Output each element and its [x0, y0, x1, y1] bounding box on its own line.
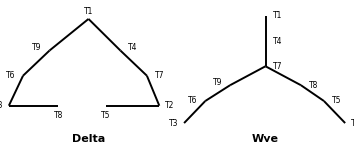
Text: T8: T8	[54, 111, 63, 120]
Text: T7: T7	[155, 71, 164, 80]
Text: T3: T3	[0, 101, 3, 110]
Text: T5: T5	[332, 96, 341, 106]
Text: T2: T2	[165, 101, 175, 110]
Text: T4: T4	[273, 36, 282, 46]
Text: T8: T8	[309, 81, 318, 90]
Text: T1: T1	[273, 11, 282, 20]
Text: T9: T9	[213, 78, 222, 86]
Text: T5: T5	[102, 111, 111, 120]
Text: T1: T1	[84, 7, 93, 15]
Text: T6: T6	[6, 71, 15, 80]
Text: Delta: Delta	[72, 134, 105, 142]
Text: T9: T9	[33, 43, 42, 52]
Text: T3: T3	[169, 119, 178, 128]
Text: Wye: Wye	[252, 134, 279, 142]
Text: T6: T6	[188, 96, 198, 106]
Text: T4: T4	[128, 43, 137, 52]
Text: T7: T7	[273, 62, 282, 71]
Text: T2: T2	[351, 119, 354, 128]
